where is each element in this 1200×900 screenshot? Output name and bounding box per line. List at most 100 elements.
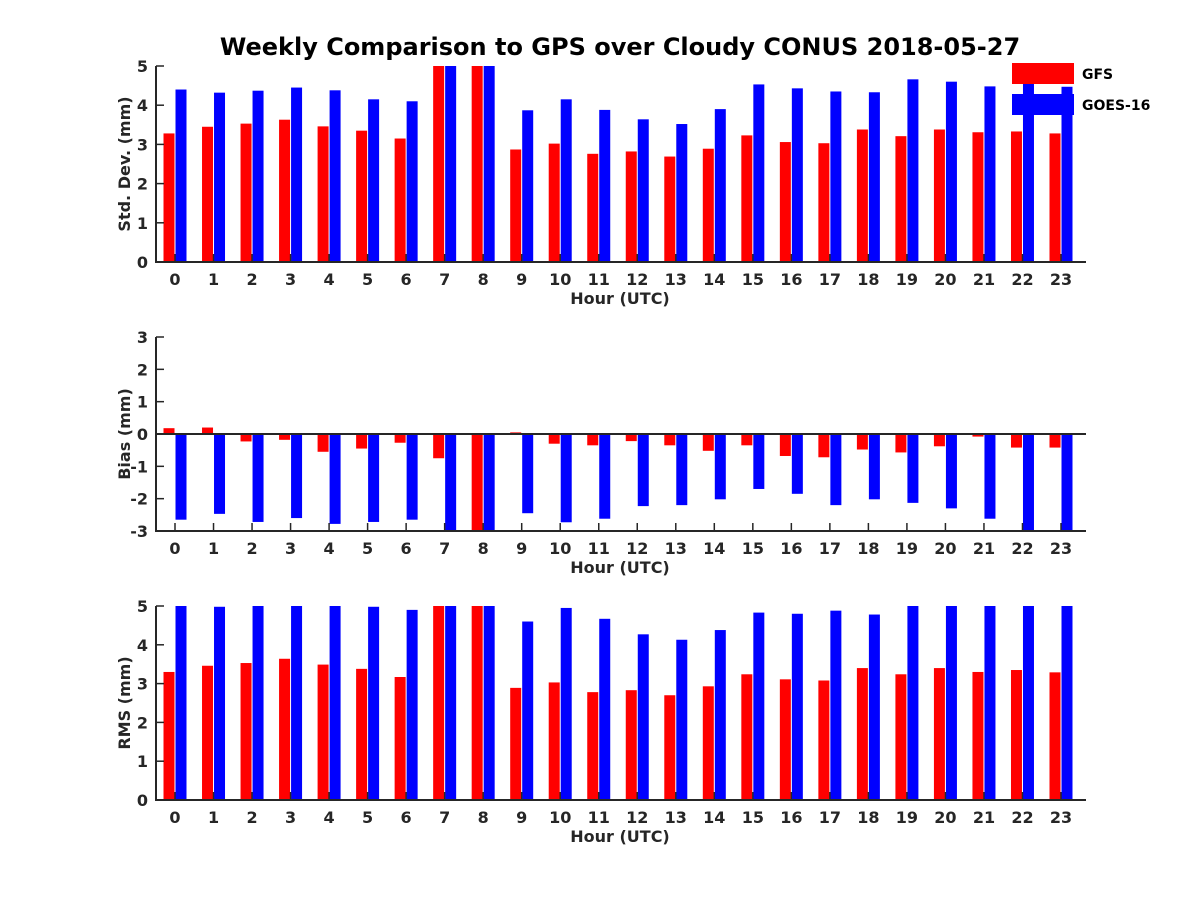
bar-goes-16-21 xyxy=(984,86,996,262)
bar-gfs-20 xyxy=(933,668,945,800)
bar-gfs-11 xyxy=(587,153,599,262)
bar-goes-16-15 xyxy=(753,434,765,489)
bar-gfs-14 xyxy=(702,434,714,451)
bar-goes-16-16 xyxy=(791,88,803,263)
bar-gfs-15 xyxy=(741,135,753,262)
bar-gfs-15 xyxy=(741,434,753,446)
x-tick-label: 12 xyxy=(626,270,648,289)
bar-gfs-21 xyxy=(972,132,984,262)
x-tick-label: 12 xyxy=(626,539,648,558)
bar-goes-16-19 xyxy=(907,606,919,800)
x-tick-label: 11 xyxy=(588,539,610,558)
x-tick-label: 17 xyxy=(819,808,841,827)
x-tick-label: 15 xyxy=(742,808,764,827)
x-tick-label: 17 xyxy=(819,270,841,289)
x-tick-label: 13 xyxy=(665,808,687,827)
x-tick-label: 15 xyxy=(742,539,764,558)
bar-goes-16-20 xyxy=(945,434,957,509)
bar-gfs-23 xyxy=(1049,672,1061,800)
x-axis-label: Hour (UTC) xyxy=(570,289,670,308)
x-tick-label: 20 xyxy=(934,270,956,289)
bar-goes-16-21 xyxy=(984,434,996,519)
x-tick-label: 11 xyxy=(588,808,610,827)
x-tick-label: 4 xyxy=(324,270,335,289)
x-tick-label: 1 xyxy=(208,808,219,827)
bar-gfs-21 xyxy=(972,434,984,437)
bar-goes-16-2 xyxy=(252,90,264,262)
bar-gfs-9 xyxy=(510,687,522,800)
x-tick-label: 19 xyxy=(896,270,918,289)
bar-goes-16-12 xyxy=(637,119,649,262)
bar-goes-16-12 xyxy=(637,434,649,507)
y-tick-label: 1 xyxy=(137,752,148,771)
bar-goes-16-4 xyxy=(329,434,341,524)
bar-gfs-4 xyxy=(317,126,329,262)
x-tick-label: 2 xyxy=(246,270,257,289)
bar-gfs-21 xyxy=(972,671,984,800)
legend-label-gfs: GFS xyxy=(1082,67,1113,83)
bar-goes-16-3 xyxy=(291,606,303,800)
bar-goes-16-9 xyxy=(522,621,534,800)
x-tick-label: 22 xyxy=(1011,539,1033,558)
bar-gfs-22 xyxy=(1010,434,1022,448)
bar-gfs-17 xyxy=(818,434,830,458)
bar-goes-16-7 xyxy=(445,66,457,262)
x-tick-label: 10 xyxy=(549,539,571,558)
bar-goes-16-18 xyxy=(868,92,880,262)
x-tick-label: 19 xyxy=(896,539,918,558)
y-tick-label: 5 xyxy=(137,597,148,616)
bar-goes-16-8 xyxy=(483,66,495,262)
bar-goes-16-7 xyxy=(445,434,457,531)
bar-gfs-4 xyxy=(317,664,329,800)
bar-goes-16-10 xyxy=(560,434,572,523)
x-tick-label: 17 xyxy=(819,539,841,558)
bar-goes-16-17 xyxy=(830,610,842,800)
bar-gfs-14 xyxy=(702,686,714,800)
x-tick-label: 23 xyxy=(1050,270,1072,289)
bar-gfs-12 xyxy=(625,151,637,262)
bar-goes-16-6 xyxy=(406,434,418,520)
bar-goes-16-10 xyxy=(560,99,572,262)
bar-gfs-10 xyxy=(548,682,560,800)
bar-goes-16-8 xyxy=(483,434,495,531)
x-tick-label: 16 xyxy=(780,270,802,289)
x-tick-label: 5 xyxy=(362,808,373,827)
bar-goes-16-9 xyxy=(522,110,534,263)
bar-gfs-23 xyxy=(1049,133,1061,262)
x-tick-label: 1 xyxy=(208,539,219,558)
x-tick-label: 8 xyxy=(478,808,489,827)
bar-gfs-12 xyxy=(625,434,637,442)
bar-goes-16-15 xyxy=(753,84,765,262)
bar-gfs-19 xyxy=(895,136,907,262)
bar-goes-16-22 xyxy=(1022,82,1034,263)
y-tick-label: 2 xyxy=(137,360,148,379)
x-tick-label: 9 xyxy=(516,539,527,558)
y-tick-label: 3 xyxy=(137,328,148,347)
bar-goes-16-1 xyxy=(214,606,226,800)
bar-goes-16-19 xyxy=(907,79,919,262)
bar-gfs-0 xyxy=(163,428,175,434)
x-axis-label: Hour (UTC) xyxy=(570,558,670,577)
bar-gfs-11 xyxy=(587,692,599,800)
bar-goes-16-17 xyxy=(830,91,842,262)
bar-gfs-1 xyxy=(202,665,214,800)
bar-goes-16-20 xyxy=(945,606,957,800)
x-tick-label: 6 xyxy=(401,808,412,827)
bar-goes-16-13 xyxy=(676,434,688,506)
x-tick-label: 8 xyxy=(478,539,489,558)
bar-goes-16-1 xyxy=(214,434,226,514)
bar-gfs-13 xyxy=(664,695,676,800)
bar-goes-16-23 xyxy=(1061,434,1073,531)
bar-goes-16-13 xyxy=(676,124,688,263)
legend-swatch-gfs xyxy=(1012,63,1074,84)
bar-gfs-7 xyxy=(433,434,445,459)
bar-gfs-14 xyxy=(702,148,714,262)
bar-goes-16-5 xyxy=(368,434,380,522)
x-tick-label: 22 xyxy=(1011,808,1033,827)
bar-gfs-6 xyxy=(394,434,406,443)
bar-goes-16-8 xyxy=(483,606,495,800)
x-tick-label: 15 xyxy=(742,270,764,289)
x-tick-label: 10 xyxy=(549,808,571,827)
bar-gfs-7 xyxy=(433,606,445,800)
